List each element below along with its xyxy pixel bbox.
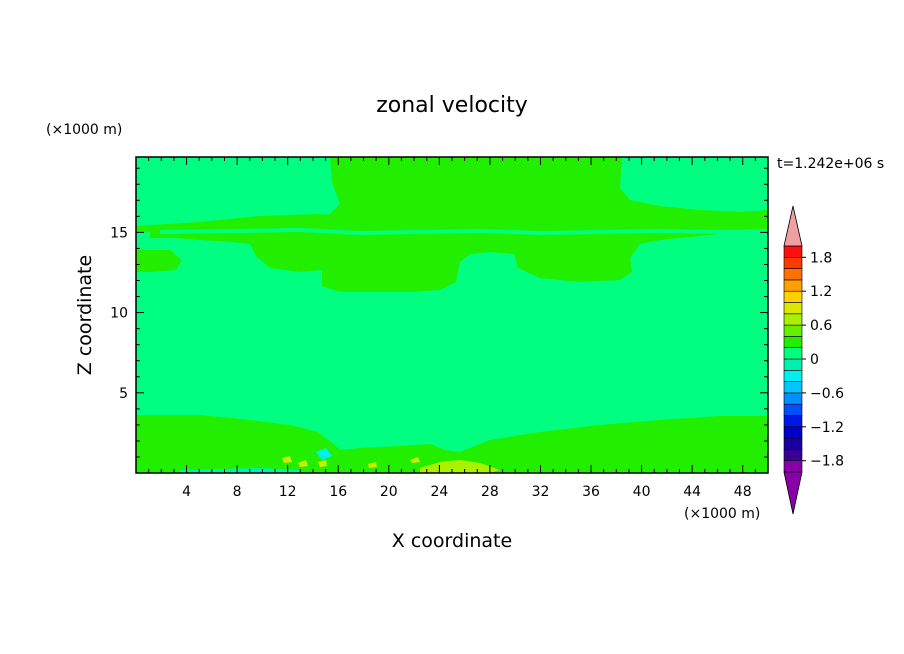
colorbar-bin [783, 279, 803, 292]
lower-positive-region [136, 415, 768, 473]
upper-light-streaks [160, 228, 768, 235]
colorbar-bin [783, 290, 803, 303]
x-tick-label: 40 [633, 484, 651, 500]
x-tick-label: 12 [279, 484, 297, 500]
colorbar-bin [783, 381, 803, 394]
surface-yellow-patch [420, 460, 500, 473]
x-tick-label: 48 [734, 484, 752, 500]
x-axis-label: X coordinate [392, 530, 512, 552]
colorbar-bin [783, 256, 803, 269]
surface-cyan-patch [180, 468, 300, 473]
colorbar-bin [783, 268, 803, 281]
colorbar-bin [783, 437, 803, 450]
x-unit-label: (×1000 m) [684, 506, 760, 522]
y-tick-label: 5 [119, 386, 128, 402]
colorbar-tick-label: 0 [810, 352, 819, 368]
colorbar-bin [783, 313, 803, 326]
chart-title: zonal velocity [376, 93, 528, 118]
y-ticks: 5 10 15 [110, 167, 768, 458]
colorbar-bin [783, 358, 803, 371]
colorbar-bin [783, 392, 803, 405]
colorbar-tick-label: −1.2 [810, 420, 844, 436]
y-axis-label: Z coordinate [74, 255, 96, 375]
colorbar-tick-label: 0.6 [810, 318, 832, 334]
x-tick-label: 20 [380, 484, 398, 500]
y-tick-label: 15 [110, 225, 128, 241]
colorbar-bin [783, 324, 803, 337]
upper-band-strip [136, 214, 330, 232]
x-tick-label: 36 [582, 484, 600, 500]
colorbar-bin [783, 302, 803, 315]
colorbar-under-triangle [783, 471, 803, 515]
colorbar-bin [783, 415, 803, 428]
x-tick-label: 32 [532, 484, 550, 500]
colorbar-bin [783, 336, 803, 348]
colorbar-tick-label: 1.2 [810, 284, 832, 300]
colorbar-bin [783, 403, 803, 416]
surface-cyan-patch-2 [316, 448, 332, 460]
colorbar-tick-label: 1.8 [810, 250, 832, 266]
x-tick-label: 16 [329, 484, 347, 500]
colorbar-bin [783, 245, 803, 258]
x-tick-label: 44 [683, 484, 701, 500]
x-tick-label: 8 [233, 484, 242, 500]
x-tick-label: 28 [481, 484, 499, 500]
upper-positive-region [150, 157, 768, 292]
left-positive-blob [136, 250, 182, 272]
colorbar-bin [783, 460, 803, 473]
colorbar-tick-label: −1.8 [810, 454, 844, 470]
x-tick-label: 4 [182, 484, 191, 500]
y-tick-label: 10 [110, 306, 128, 322]
colorbar-bin [783, 369, 803, 382]
x-ticks: 4 8 12 16 20 24 28 32 36 40 44 48 [148, 157, 756, 500]
plot-area [135, 156, 769, 474]
colorbar-bin [783, 347, 803, 360]
y-unit-label: (×1000 m) [46, 122, 122, 138]
colorbar-tick-label: −0.6 [810, 386, 844, 402]
colorbar: 1.8 1.2 0.6 0 −0.6 −1.2 −1.8 [783, 205, 844, 515]
colorbar-over-triangle [783, 205, 803, 247]
time-label: t=1.242e+06 s [777, 156, 884, 172]
colorbar-bin [783, 449, 803, 461]
colorbar-bin [783, 426, 803, 439]
x-tick-label: 24 [430, 484, 448, 500]
